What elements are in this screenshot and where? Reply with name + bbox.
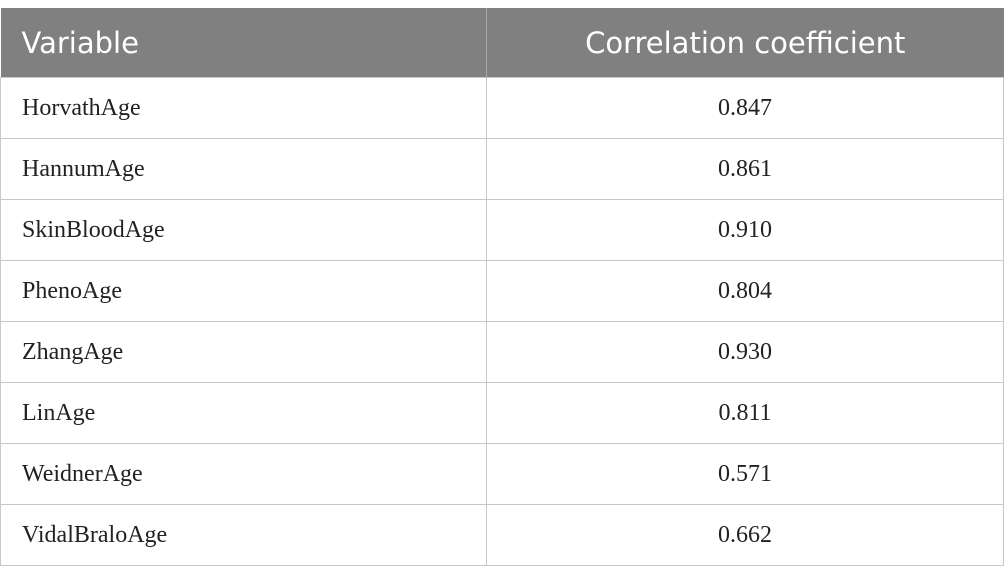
value-cell: 0.861 <box>486 138 1004 200</box>
value-cell: 0.930 <box>486 321 1004 383</box>
header-cell: Variable <box>0 8 487 78</box>
table-row: LinAge 0.811 <box>0 382 1004 444</box>
variable-cell: LinAge <box>0 382 487 444</box>
value-cell: 0.571 <box>486 443 1004 505</box>
variable-cell: PhenoAge <box>0 260 487 322</box>
table-row: HorvathAge 0.847 <box>0 77 1004 139</box>
value-cell: 0.910 <box>486 199 1004 261</box>
table-row: HannumAge 0.861 <box>0 138 1004 200</box>
variable-cell: ZhangAge <box>0 321 487 383</box>
table-row: SkinBloodAge 0.910 <box>0 199 1004 261</box>
header-row: Variable Correlation coefficient <box>0 8 1004 78</box>
value-cell: 0.804 <box>486 260 1004 322</box>
variable-cell: HorvathAge <box>0 77 487 139</box>
variable-cell: HannumAge <box>0 138 487 200</box>
table-row: PhenoAge 0.804 <box>0 260 1004 322</box>
value-cell: 0.662 <box>486 504 1004 566</box>
table-body: HorvathAge 0.847 HannumAge 0.861 SkinBloodAg… <box>0 77 1004 566</box>
table-row: VidalBraloAge 0.662 <box>0 504 1004 566</box>
value-cell: 0.811 <box>486 382 1004 444</box>
value-cell: 0.847 <box>486 77 1004 139</box>
table-row: ZhangAge 0.930 <box>0 321 1004 383</box>
variable-cell: WeidnerAge <box>0 443 487 505</box>
variable-cell: VidalBraloAge <box>0 504 487 566</box>
data-table: Variable Correlation coefficient Horvath… <box>0 8 1004 566</box>
header-cell: Correlation coefficient <box>486 8 1004 78</box>
table-row: WeidnerAge 0.571 <box>0 443 1004 505</box>
variable-cell: SkinBloodAge <box>0 199 487 261</box>
